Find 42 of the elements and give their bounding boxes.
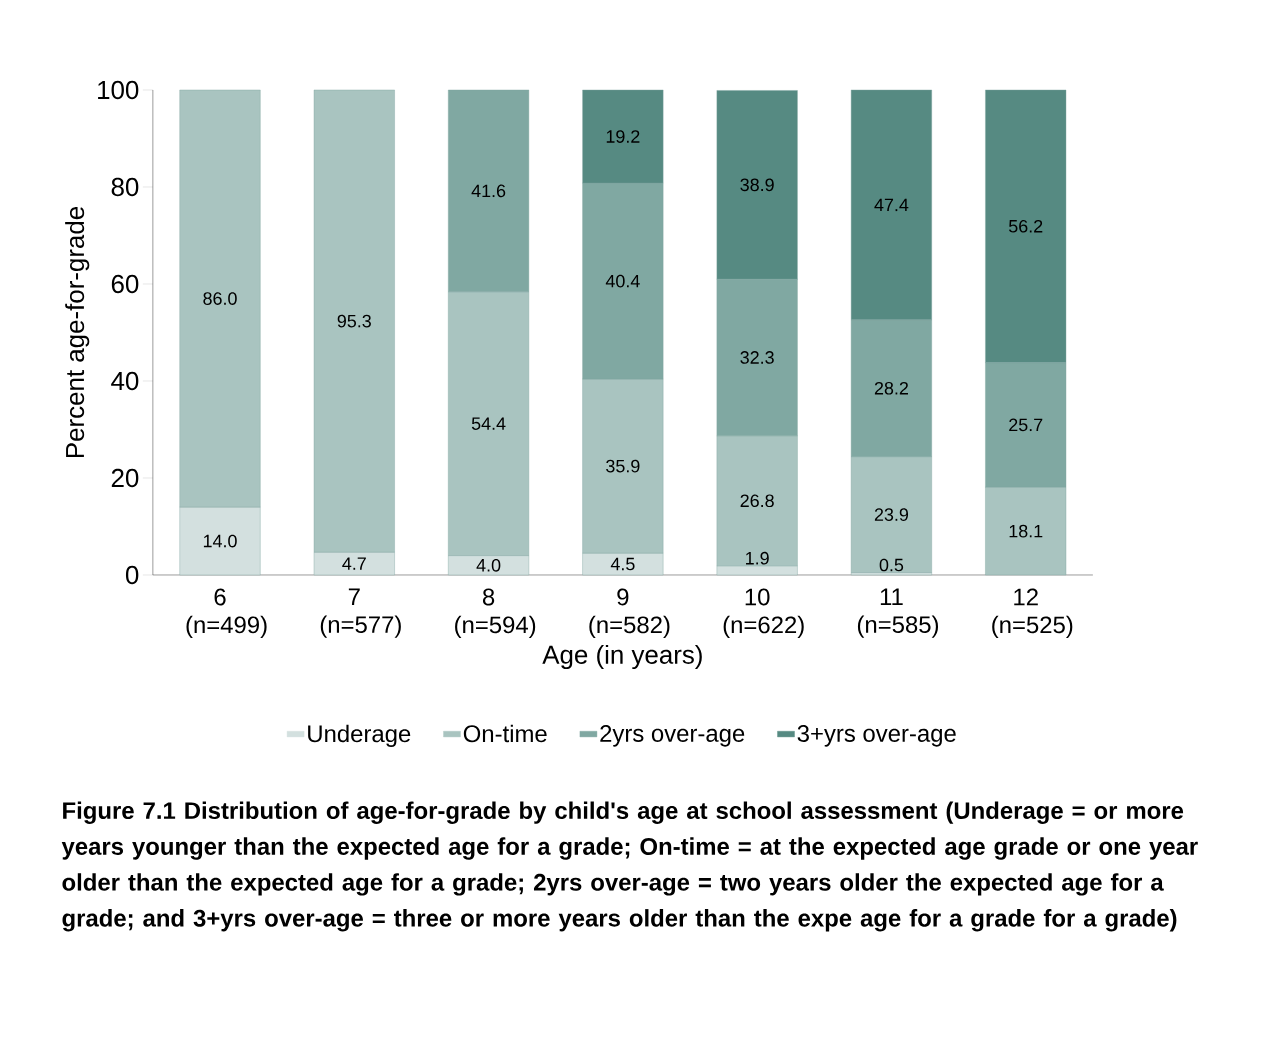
x-tick-label: 6 (n=499) [186,588,267,639]
data-label: 54.4 [471,417,506,430]
data-label: 32.3 [740,351,774,364]
y-axis-title: Percent age-for-grade [65,206,90,458]
x-tick-label: 7 (n=577) [320,588,401,638]
data-label: 41.6 [471,184,506,198]
data-label: 28.2 [874,381,908,395]
data-label: 0.5 [879,558,904,572]
x-tick-label: 9 (n=582) [589,588,670,639]
data-label: 86.0 [203,292,237,305]
y-tick-label: 40 [111,371,139,391]
legend-label: 2yrs over-age [600,724,745,747]
data-label: 95.3 [337,314,371,328]
data-label: 4.7 [342,557,366,570]
data-label: 18.1 [1009,524,1043,538]
data-label: 40.4 [605,274,640,288]
text: Figure 7.1 Distribution of age-for-grade by child's age at school assessment (Underage = or more years younger than the expected age for a grade; On-time = at the expected age grade or one year older than the expected age for a grade; 2yrs over-age = two years older the expected age for a grade; and 3+yrs over-age = three or more years older than the expe age for a grade for a grade) [61,801,1198,932]
x-tick-label: 11 (n=585) [857,588,939,638]
data-label: 25.7 [1009,418,1043,432]
legend-label: 3+yrs over-age [797,724,956,747]
legend-label: On-time [463,724,547,743]
data-label: 47.4 [874,198,909,212]
data-label: 26.8 [740,494,774,508]
legend-label: Underage [308,724,411,747]
data-label: 1.9 [746,551,769,565]
y-tick-label: 80 [111,177,139,197]
x-tick-label: 8 (n=594) [455,588,536,639]
x-axis-title: Age (in years) [542,644,702,670]
data-label: 4.5 [610,557,635,571]
y-tick-label: 20 [111,468,139,488]
y-tick-label: 100 [98,80,139,100]
data-label: 35.9 [606,459,640,473]
x-tick-label: 10 (n=622) [723,588,804,639]
x-tick-label: 12 (n=525) [992,588,1073,639]
data-label: 14.0 [203,534,237,548]
data-label: 23.9 [874,508,909,521]
y-tick-label: 60 [111,274,139,294]
data-label: 19.2 [606,130,640,143]
data-label: 4.0 [476,558,501,572]
y-tick-label: 0 [125,565,139,585]
data-label: 56.2 [1008,219,1043,233]
data-label: 38.9 [740,178,774,192]
